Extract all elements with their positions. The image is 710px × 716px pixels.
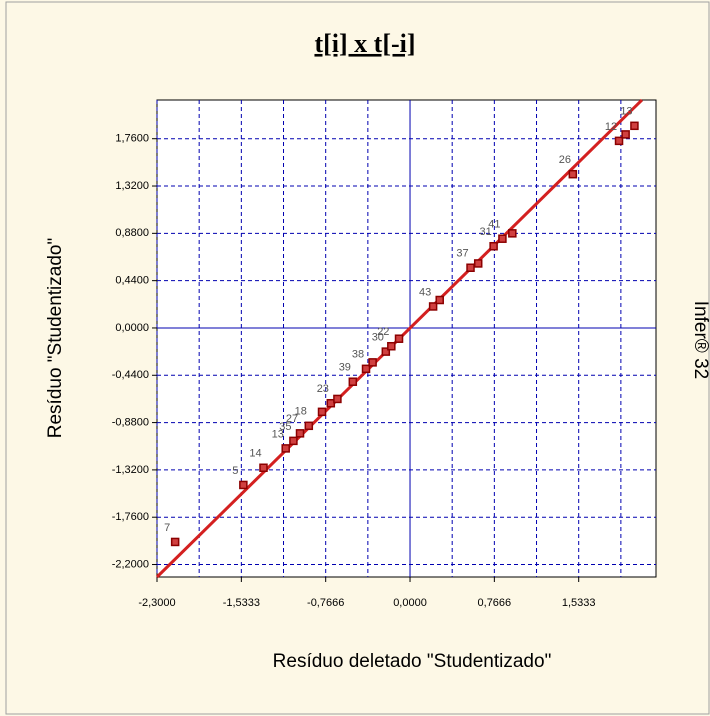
point	[317, 407, 327, 417]
point-label: 27	[286, 413, 298, 425]
x-tick-label: -1,5333	[223, 597, 260, 609]
y-tick-label: -2,2000	[112, 558, 149, 570]
point-label: 13	[272, 428, 284, 440]
point	[428, 302, 438, 311]
point-label: 37	[456, 248, 468, 260]
point	[435, 295, 444, 305]
y-tick-label: -0,4400	[112, 369, 149, 381]
y-tick-label: 1,7600	[115, 133, 149, 145]
y-tick-label: -0,8800	[112, 416, 149, 428]
y-tick-label: 0,0000	[115, 322, 149, 334]
frame	[5, 1, 710, 715]
point	[568, 169, 578, 179]
x-axis-label: Resíduo deletado "Studentizado"	[273, 651, 552, 672]
point	[281, 444, 290, 453]
point-label: 14	[249, 448, 261, 460]
point-label: 18	[295, 406, 307, 418]
point	[387, 341, 396, 351]
point	[295, 429, 305, 438]
point-label: 12	[605, 121, 617, 133]
plot-area	[156, 99, 657, 578]
point	[304, 421, 314, 431]
point	[170, 537, 180, 547]
point-label: 31	[480, 226, 492, 238]
y-tick-label: -1,7600	[112, 511, 149, 523]
point	[614, 136, 624, 146]
point-label: 30	[372, 332, 384, 344]
point	[473, 259, 483, 268]
point-label: 35	[279, 421, 291, 433]
x-tick-label: 1,5333	[562, 597, 596, 609]
chart-title: t[i] x t[-i]	[314, 29, 415, 58]
point-label: 39	[339, 362, 351, 374]
point-label: 5	[232, 465, 238, 477]
point-label: 7	[164, 522, 170, 534]
point-label: 13	[620, 106, 632, 118]
x-tick-label: 0,0000	[393, 597, 427, 609]
point	[381, 347, 391, 356]
y-tick-label: 0,8800	[115, 227, 149, 239]
y-tick-label: 0,4400	[115, 275, 149, 287]
y-tick-label: 1,3200	[115, 180, 149, 192]
point	[259, 463, 268, 473]
point	[508, 229, 517, 238]
point	[326, 398, 336, 408]
point	[621, 130, 630, 139]
point-label: 26	[559, 154, 571, 166]
point-label: 41	[488, 219, 500, 231]
point	[498, 234, 507, 243]
point	[239, 480, 248, 490]
point	[630, 121, 639, 131]
point	[489, 241, 498, 251]
y-axis-label: Resíduo "Studentizado"	[45, 238, 66, 438]
x-tick-label: -0,7666	[307, 597, 344, 609]
side-text: Infer® 32	[690, 301, 710, 379]
point	[361, 364, 371, 374]
point-label: 22	[377, 326, 389, 338]
x-tick-label: 0,7666	[478, 597, 512, 609]
point	[289, 436, 298, 446]
point	[466, 263, 475, 272]
point-label: 23	[317, 383, 329, 395]
point-label: 43	[419, 286, 431, 298]
point	[368, 358, 377, 367]
point-label: 38	[352, 349, 364, 361]
point	[348, 377, 358, 386]
y-tick-label: -1,3200	[112, 464, 149, 476]
point	[333, 394, 342, 404]
point	[394, 334, 404, 343]
x-tick-label: -2,3000	[138, 597, 175, 609]
